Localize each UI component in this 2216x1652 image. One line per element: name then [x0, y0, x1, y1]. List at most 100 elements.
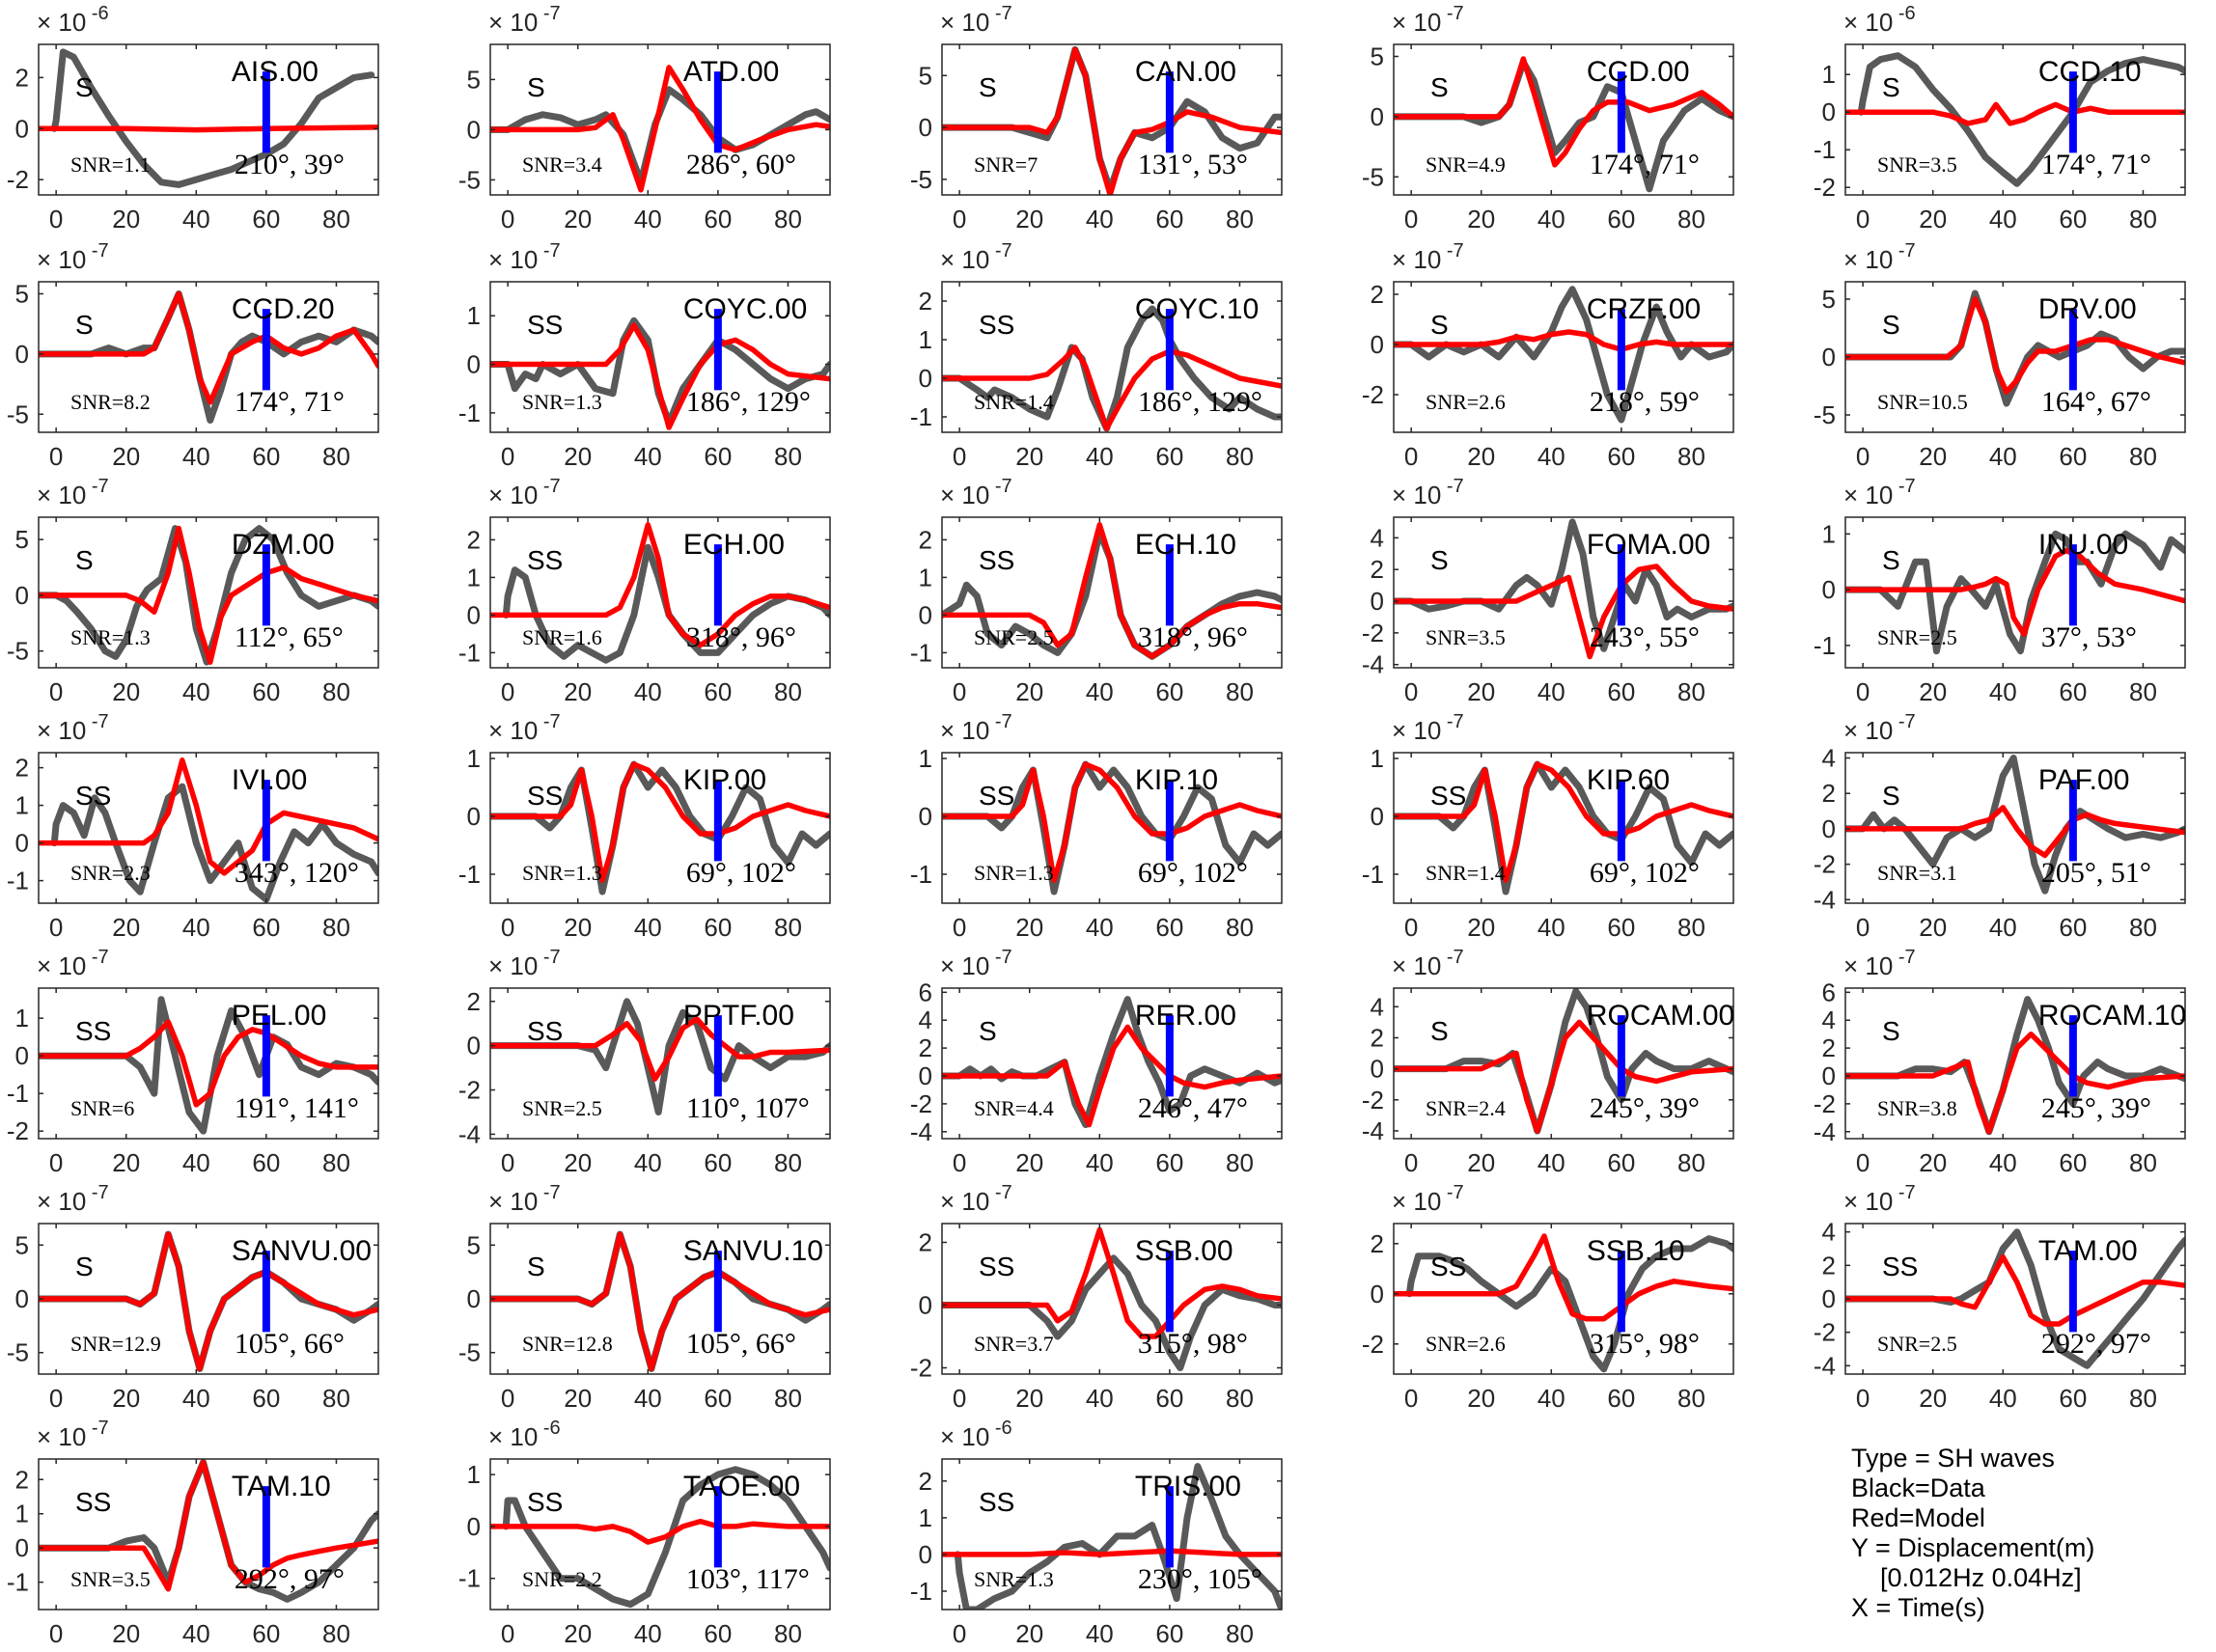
y-tick-label: 1 [919, 1503, 932, 1532]
axes-box [489, 516, 831, 669]
angles-label: 174°, 71° [235, 386, 345, 418]
model-trace [39, 1019, 378, 1108]
x-tick-label: 20 [1919, 677, 1947, 706]
axes-box [1844, 987, 2186, 1140]
snr-label: SNR=3.1 [1877, 861, 1957, 885]
x-tick-label: 60 [1607, 677, 1635, 706]
subplot: 0 20 40 60 80 -1 0 1 × 10 -7 SS KIP.60 SNR=1.4 69°, … [1362, 711, 1734, 942]
x-tick-label: 60 [704, 205, 732, 234]
phase-label: SS [527, 545, 563, 575]
angles-label: 69°, 102° [1590, 857, 1700, 889]
x-tick-label: 80 [1677, 1384, 1705, 1413]
snr-label: SNR=2.2 [522, 1567, 602, 1591]
y-tick-label: -2 [7, 1116, 29, 1145]
phase-label: S [1882, 72, 1900, 102]
subplot: 0 20 40 60 80 -5 0 5× 10 -7 S SANVU.10 SNR=12.8 105… [458, 1182, 831, 1413]
y-exponent-label: × 10 -7 [1392, 476, 1464, 509]
y-exponent-value: -7 [1893, 1182, 1915, 1203]
traces [1394, 760, 1733, 895]
y-tick-label: 1 [467, 301, 481, 330]
angles-label: 246°, 47° [1138, 1092, 1248, 1124]
y-tick-label: -1 [7, 1079, 29, 1108]
y-tick-label: -4 [1362, 1116, 1384, 1145]
x-tick-label: 20 [112, 913, 140, 942]
x-tick-label: 40 [1086, 1148, 1114, 1177]
subplot: 0 20 40 60 80 -4 -2 0 2× 10 -7 SS PPTF.00 SNR=2.5 11… [458, 947, 831, 1177]
y-exponent-label: × 10 -7 [1843, 947, 1916, 980]
y-exponent-value: -6 [989, 1418, 1011, 1439]
traces [1394, 56, 1733, 193]
model-trace [490, 1016, 830, 1082]
y-exponent-label: × 10 -7 [488, 240, 561, 274]
x-tick-label: 0 [953, 205, 966, 234]
plot-area [1394, 517, 1733, 668]
phase-label: S [979, 72, 997, 102]
angles-label: 315°, 98° [1138, 1328, 1248, 1360]
legend-line: Y = Displacement(m) [1851, 1533, 2095, 1562]
station-label: CCD.20 [232, 293, 335, 325]
y-tick-label: 0 [15, 340, 29, 369]
y-exponent-value: -7 [538, 711, 560, 732]
axes-box [38, 987, 379, 1140]
x-tick-label: 80 [322, 205, 350, 234]
y-tick-label: 0 [1822, 97, 1836, 126]
x-tick-label: 60 [2059, 442, 2087, 471]
y-tick-label: 2 [1822, 779, 1836, 808]
y-tick-label: 2 [919, 525, 932, 554]
phase-label: S [1430, 72, 1449, 102]
x-tick-label: 80 [774, 1384, 802, 1413]
snr-label: SNR=7 [974, 152, 1038, 177]
y-tick-label: 0 [1822, 1284, 1836, 1313]
x-tick-label: 20 [112, 205, 140, 234]
subplot: 0 20 40 60 80 -1 0 1 2 × 10 -6 SS TRIS.00 SNR=1.3 230… [910, 1418, 1283, 1648]
y-tick-label: 0 [467, 1032, 481, 1060]
x-tick-label: 60 [252, 1619, 280, 1648]
station-label: ECH.00 [683, 529, 785, 561]
station-label: IVI.00 [232, 764, 307, 796]
x-tick-label: 20 [1467, 1148, 1495, 1177]
y-tick-label: 0 [15, 581, 29, 610]
y-exponent-label: × 10 -7 [940, 1182, 1012, 1216]
x-tick-label: 80 [774, 677, 802, 706]
model-trace [39, 1459, 378, 1592]
y-exponent-label: × 10 -7 [37, 947, 109, 980]
phase-label: S [75, 1252, 94, 1281]
x-tick-label: 40 [1086, 1384, 1114, 1413]
y-tick-label: -2 [910, 1089, 932, 1118]
y-exponent-value: -7 [86, 1182, 108, 1203]
y-tick-label: 0 [15, 1041, 29, 1070]
x-tick-label: 80 [774, 205, 802, 234]
model-trace [942, 1548, 1282, 1557]
y-tick-label: 2 [1371, 280, 1384, 309]
plot-area [942, 1224, 1282, 1374]
traces [1845, 1228, 2185, 1369]
snr-label: SNR=2.5 [1877, 625, 1957, 649]
data-trace [490, 317, 830, 427]
x-tick-label: 60 [252, 677, 280, 706]
y-exponent-label: × 10 -7 [488, 1182, 561, 1216]
x-tick-label: 80 [1677, 442, 1705, 471]
x-tick-label: 0 [49, 442, 63, 471]
x-tick-label: 60 [1607, 442, 1635, 471]
y-tick-label: -4 [1814, 1117, 1836, 1146]
x-tick-label: 20 [564, 913, 592, 942]
x-tick-label: 0 [1856, 442, 1870, 471]
station-label: COYC.00 [683, 293, 807, 325]
traces [490, 1230, 830, 1372]
y-tick-label: 5 [15, 279, 29, 308]
x-tick-label: 40 [634, 1619, 662, 1648]
y-tick-label: 2 [1371, 1023, 1384, 1052]
y-tick-label: -2 [1362, 619, 1384, 647]
y-tick-label: 2 [15, 754, 29, 783]
snr-label: SNR=2.6 [1426, 390, 1506, 414]
y-tick-label: -2 [1814, 1089, 1836, 1118]
y-tick-label: -2 [1814, 850, 1836, 879]
y-exponent-label: × 10 -7 [37, 711, 109, 745]
x-tick-label: 20 [1919, 1384, 1947, 1413]
traces [39, 1230, 378, 1372]
traces [39, 996, 378, 1135]
y-tick-label: 4 [1371, 523, 1384, 552]
axes-box [941, 987, 1283, 1140]
x-tick-label: 20 [1467, 913, 1495, 942]
y-exponent-value: -7 [1893, 240, 1915, 262]
